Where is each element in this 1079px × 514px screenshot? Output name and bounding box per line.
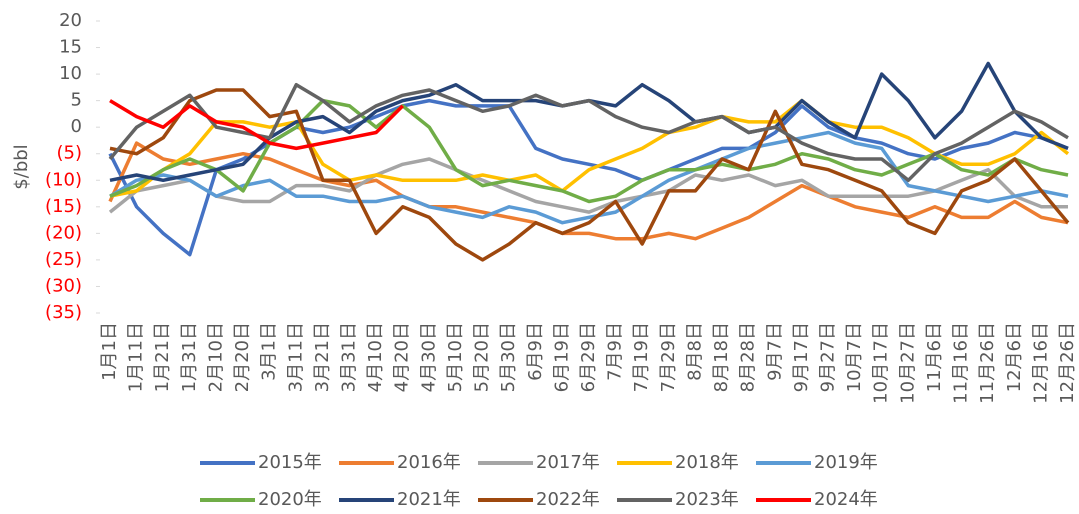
- y-tick-label: (10): [45, 169, 82, 190]
- y-tick-label: (30): [45, 275, 82, 296]
- series-line: [109, 98, 1070, 198]
- x-tick-label: 6月29日: [578, 322, 599, 392]
- x-tick-label: 4月30日: [418, 322, 439, 392]
- x-tick-label: 11月6日: [924, 322, 945, 392]
- legend-label: 2019年: [814, 452, 878, 473]
- y-tick-label: 0: [71, 116, 82, 137]
- x-tick-label: 12月16日: [1030, 322, 1051, 404]
- y-tick-label: (15): [45, 196, 82, 217]
- x-tick-label: 1月1日: [99, 322, 120, 381]
- legend-label: 2022年: [536, 489, 600, 510]
- x-tick-label: 5月20日: [472, 322, 493, 392]
- legend-label: 2024年: [814, 489, 878, 510]
- x-tick-label: 2月10日: [205, 322, 226, 392]
- x-tick-label: 1月11日: [126, 322, 147, 392]
- x-tick-label: 4月20日: [392, 322, 413, 392]
- x-tick-label: 4月10日: [365, 322, 386, 392]
- legend-label: 2015年: [258, 452, 322, 473]
- x-tick-label: 10月17日: [871, 322, 892, 404]
- series-line: [108, 157, 1068, 214]
- y-tick-label: 20: [59, 10, 82, 31]
- x-tick-label: 5月30日: [498, 322, 519, 392]
- x-tick-label: 11月26日: [977, 322, 998, 404]
- x-tick-label: 1月21日: [152, 322, 173, 392]
- x-tick-label: 8月8日: [684, 322, 705, 381]
- series-line: [108, 141, 1069, 241]
- x-tick-label: 10月7日: [844, 322, 865, 392]
- x-tick-label: 3月11日: [285, 322, 306, 392]
- x-tick-label: 9月17日: [791, 322, 812, 392]
- x-tick-label: 5月10日: [445, 322, 466, 392]
- x-tick-label: 9月27日: [818, 322, 839, 392]
- x-tick-label: 7月29日: [658, 322, 679, 392]
- x-tick-label: 12月26日: [1057, 322, 1078, 404]
- x-tick-label: 9月7日: [764, 322, 785, 381]
- y-tick-label: (20): [45, 222, 82, 243]
- series-line: [109, 88, 1070, 262]
- x-tick-label: 8月18日: [711, 322, 732, 392]
- series-line: [109, 99, 404, 151]
- y-tick-label: (25): [45, 249, 82, 270]
- x-tick-label: 7月9日: [605, 322, 626, 381]
- y-tick-label: (35): [45, 302, 82, 323]
- legend-label: 2021年: [397, 489, 461, 510]
- x-tick-label: 8月28日: [738, 322, 759, 392]
- x-tick-label: 3月31日: [339, 322, 360, 392]
- legend-label: 2017年: [536, 452, 600, 473]
- x-tick-label: 10月27日: [897, 322, 918, 404]
- legend-label: 2018年: [675, 452, 739, 473]
- x-tick-label: 1月31日: [179, 322, 200, 392]
- x-tick-label: 11月16日: [951, 322, 972, 404]
- x-tick-label: 6月19日: [551, 322, 572, 392]
- y-axis-label: $/bbl: [11, 144, 32, 189]
- series-line: [109, 130, 1069, 225]
- y-tick-label: 15: [59, 37, 82, 58]
- x-tick-label: 12月6日: [1004, 322, 1025, 392]
- legend-label: 2020年: [258, 489, 322, 510]
- legend-label: 2016年: [397, 452, 461, 473]
- x-tick-label: 3月21日: [312, 322, 333, 392]
- y-tick-label: 5: [71, 90, 82, 111]
- y-tick-label: 10: [59, 63, 82, 84]
- series-line: [108, 82, 1069, 183]
- y-tick-label: (5): [57, 143, 83, 164]
- x-tick-label: 7月19日: [631, 322, 652, 392]
- x-tick-label: 3月1日: [259, 322, 280, 381]
- x-tick-label: 6月9日: [525, 322, 546, 381]
- legend-label: 2023年: [675, 489, 739, 510]
- x-tick-label: 2月20日: [232, 322, 253, 392]
